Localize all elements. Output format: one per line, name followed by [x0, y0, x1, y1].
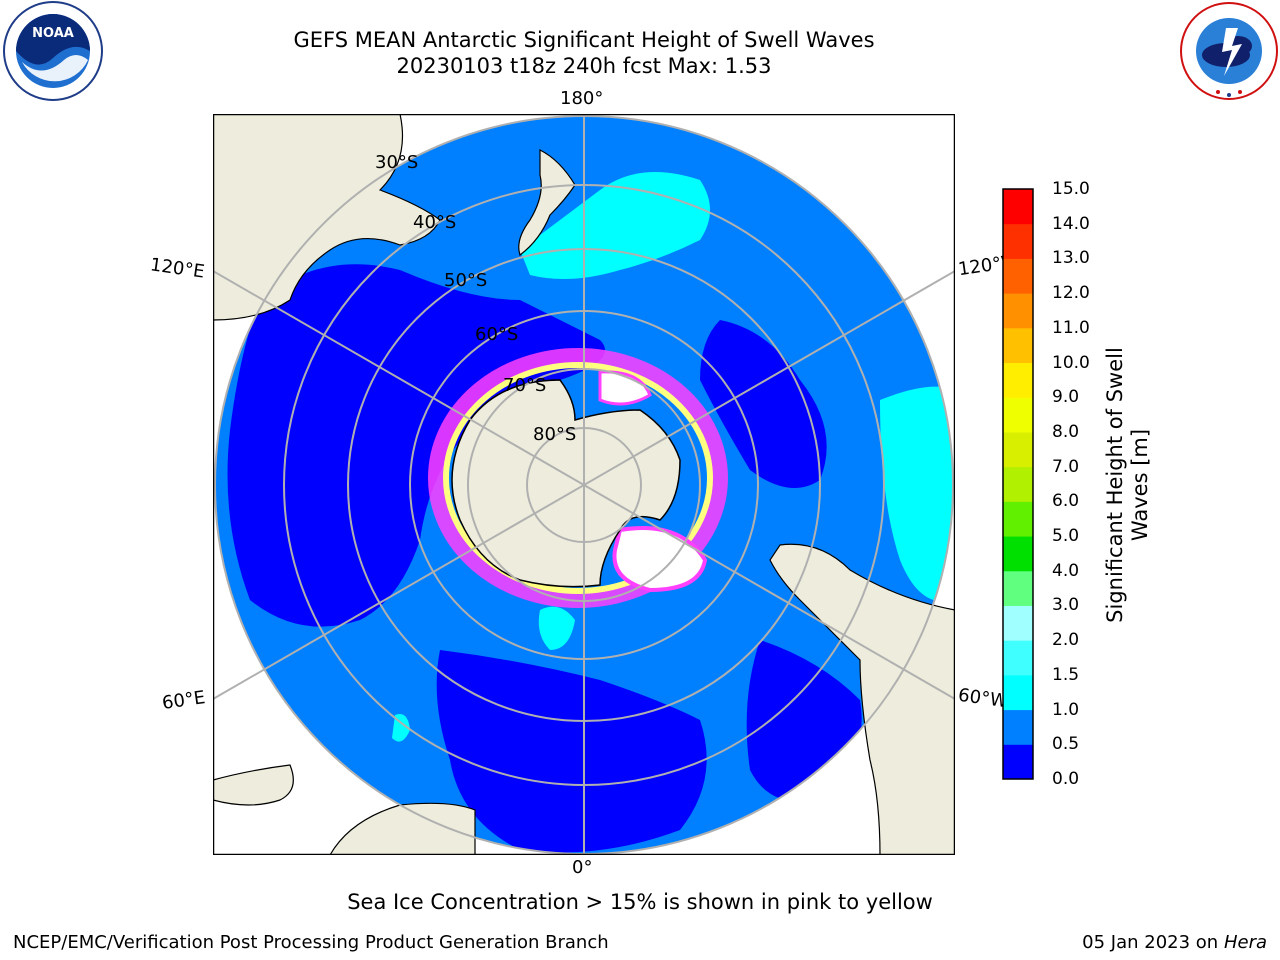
colorbar-step [1003, 744, 1033, 780]
colorbar-step [1003, 189, 1033, 225]
colorbar-tick-label: 1.0 [1052, 699, 1080, 720]
colorbar-tick-label: 15.0 [1052, 179, 1090, 199]
nws-logo [1180, 2, 1278, 100]
colorbar-step [1003, 431, 1033, 468]
colorbar-step [1003, 570, 1033, 606]
map-subtitle: 20230103 t18z 240h fcst Max: 1.53 [396, 54, 772, 78]
colorbar-tick-label: 5.0 [1052, 526, 1080, 547]
footer-machine: Hera [1223, 932, 1267, 953]
parallel-label-70s: 70°S [503, 375, 547, 396]
sea-ice-core [443, 362, 713, 594]
colorbar-step [1003, 640, 1033, 676]
colorbar-tick-label: 4.0 [1052, 560, 1080, 581]
meridian-label-60e: 60°E [160, 687, 207, 714]
parallel-label-30s: 30°S [375, 152, 419, 173]
colorbar-step [1003, 293, 1033, 329]
antarctic-map [213, 114, 955, 855]
colorbar-step [1003, 466, 1033, 502]
colorbar-step [1003, 501, 1033, 537]
colorbar-tick-label: 12.0 [1052, 283, 1090, 304]
footer-date: 05 Jan 2023 on Hera [1082, 932, 1267, 953]
land-australia [213, 114, 441, 321]
land-antarctica [451, 379, 681, 588]
colorbar-step [1003, 674, 1033, 711]
colorbar-tick-label: 7.0 [1052, 456, 1080, 477]
colorbar [1002, 188, 1034, 780]
low-swell-region [700, 320, 827, 488]
colorbar-step [1003, 258, 1033, 294]
colorbar-title: Significant Height of Swell Waves [m] [1103, 347, 1152, 623]
land-new-zealand [518, 149, 576, 256]
colorbar-tick-label: 13.0 [1052, 248, 1090, 269]
noaa-logo-text: NOAA [32, 26, 74, 41]
sea-ice-note: Sea Ice Concentration > 15% is shown in … [347, 890, 933, 914]
high-swell-region [538, 606, 575, 650]
high-swell-region [880, 386, 953, 602]
colorbar-tick-label: 1.5 [1052, 664, 1080, 685]
noaa-logo: NOAA [3, 1, 103, 101]
sea-ice-ross [598, 370, 652, 406]
meridian-label-0: 0° [572, 857, 593, 878]
colorbar-tick-label: 0.0 [1052, 769, 1080, 789]
high-swell-region [520, 172, 710, 279]
colorbar-tick-label: 9.0 [1052, 387, 1080, 408]
colorbar-tick-label: 8.0 [1052, 421, 1080, 442]
colorbar-tick-label: 14.0 [1052, 213, 1090, 234]
colorbar-tick-labels: 0.0 0.5 1.0 1.5 2.0 3.0 4.0 5.0 6.0 7.0 8.0 9.0 10.0… [1052, 180, 1112, 788]
colorbar-tick-label: 10.0 [1052, 352, 1090, 373]
colorbar-step [1003, 223, 1033, 259]
land-south-america [769, 543, 955, 855]
parallel-label-40s: 40°S [413, 212, 457, 233]
colorbar-tick-label: 0.5 [1052, 734, 1080, 755]
parallel-label-60s: 60°S [475, 324, 519, 345]
meridian-label-180: 180° [560, 88, 604, 109]
footer-credit: NCEP/EMC/Verification Post Processing Pr… [13, 932, 609, 953]
low-swell-region [227, 264, 605, 627]
graticule [213, 114, 955, 855]
colorbar-step [1003, 709, 1033, 745]
colorbar-step [1003, 536, 1033, 572]
parallel-label-50s: 50°S [444, 270, 488, 291]
colorbar-tick-label: 2.0 [1052, 630, 1080, 651]
footer-date-text: 05 Jan 2023 on [1082, 932, 1219, 953]
map-frame [213, 114, 955, 855]
colorbar-step [1003, 605, 1033, 641]
colorbar-step [1003, 397, 1033, 433]
land-madagascar [213, 764, 294, 806]
map-title: GEFS MEAN Antarctic Significant Height o… [293, 28, 875, 52]
colorbar-tick-label: 6.0 [1052, 491, 1080, 512]
colorbar-tick-label: 11.0 [1052, 317, 1090, 338]
colorbar-step [1003, 362, 1033, 398]
meridian-label-120e: 120°E [148, 254, 206, 283]
colorbar-step [1003, 327, 1033, 364]
high-swell-region [392, 714, 410, 742]
parallel-label-80s: 80°S [533, 424, 577, 445]
colorbar-tick-label: 3.0 [1052, 595, 1080, 616]
sea-ice-weddell [612, 526, 708, 593]
low-swell-region [436, 650, 707, 853]
